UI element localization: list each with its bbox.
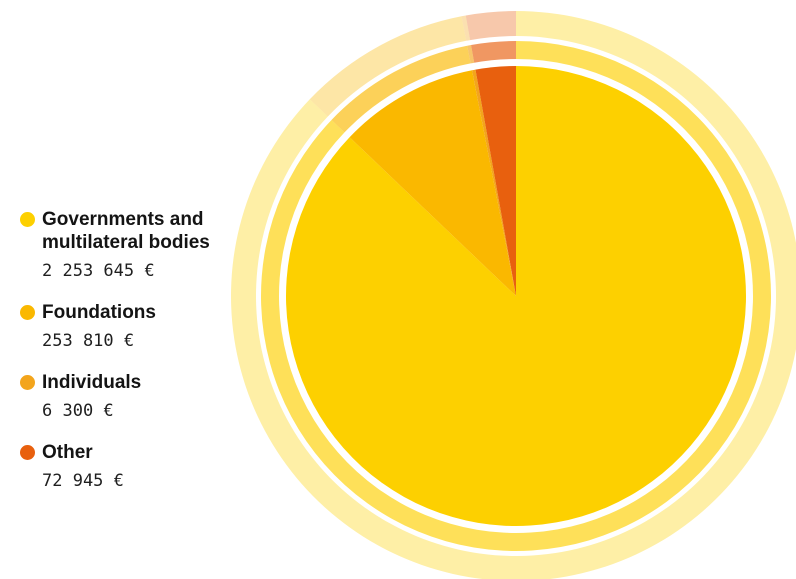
- pie-slice-foundations[interactable]: [349, 70, 516, 296]
- pie-chart: [231, 11, 796, 579]
- pie-slice-governments[interactable]: [286, 66, 746, 527]
- legend-label-other: Other: [42, 442, 93, 463]
- legend: Governments and multilateral bodies 2 25…: [20, 208, 210, 511]
- outer-ring-segment-foundations: [309, 16, 467, 117]
- legend-label-governments: Governments and multilateral bodies: [42, 209, 210, 253]
- legend-swatch-foundations: [20, 305, 35, 320]
- middle-ring-segment-individuals: [467, 44, 475, 64]
- legend-value-individuals: 6 300 €: [42, 401, 114, 421]
- legend-item-governments: Governments and multilateral bodies 2 25…: [20, 208, 210, 283]
- legend-label-individuals: Individuals: [42, 372, 142, 393]
- legend-item-foundations: Foundations 253 810 €: [20, 301, 210, 353]
- legend-value-governments: 2 253 645 €: [42, 261, 155, 281]
- pie-slice-other[interactable]: [475, 66, 516, 296]
- legend-value-foundations: 253 810 €: [42, 331, 135, 351]
- legend-swatch-individuals: [20, 375, 35, 390]
- legend-swatch-other: [20, 445, 35, 460]
- middle-ring-segment-other: [471, 41, 516, 63]
- legend-swatch-governments: [20, 212, 35, 227]
- legend-label-foundations: Foundations: [42, 302, 156, 323]
- outer-ring-segment-other: [465, 11, 516, 41]
- outer-ring-segment-individuals: [461, 15, 471, 41]
- legend-item-individuals: Individuals 6 300 €: [20, 371, 210, 423]
- middle-ring-segment-foundations: [331, 45, 471, 133]
- pie-slice-individuals[interactable]: [472, 69, 516, 296]
- legend-value-other: 72 945 €: [42, 471, 124, 491]
- legend-item-other: Other 72 945 €: [20, 441, 210, 493]
